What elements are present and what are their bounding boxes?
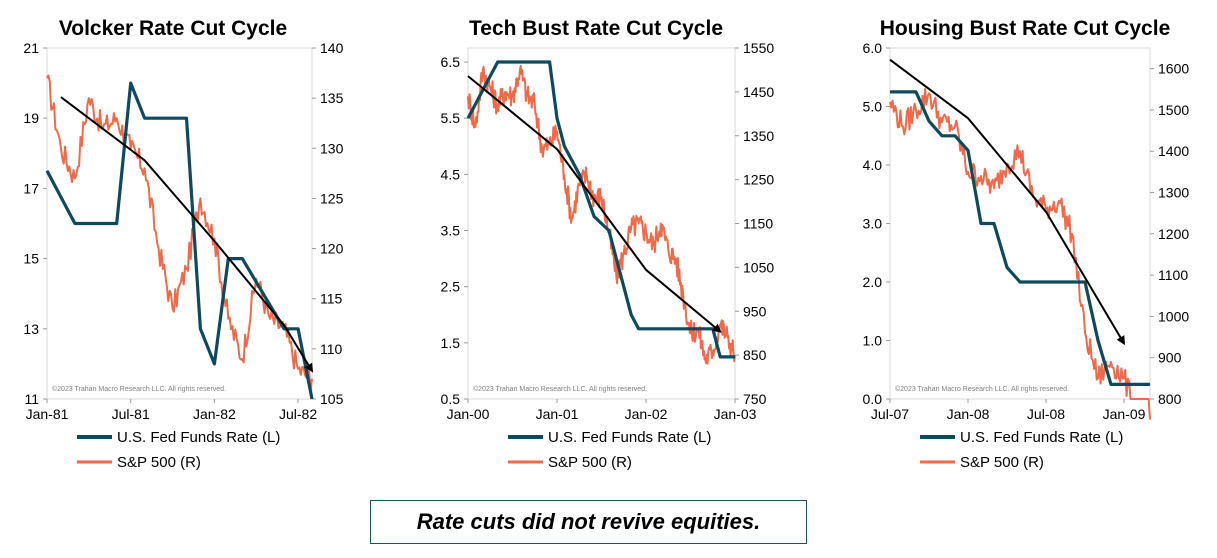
y-right-tick-label: 120	[320, 241, 344, 257]
trend-arrow	[467, 75, 722, 333]
y-left-tick-label: 6.0	[863, 40, 883, 56]
y-right-tick-label: 1150	[743, 216, 773, 232]
caption-box: Rate cuts did not revive equities.	[370, 500, 807, 544]
chart-title: Tech Bust Rate Cut Cycle	[469, 17, 723, 40]
y-right-tick-label: 1050	[743, 259, 774, 275]
y-left-tick-label: 19	[23, 110, 39, 126]
chart-title: Housing Bust Rate Cut Cycle	[880, 17, 1171, 40]
x-tick-label: Jul-81	[112, 406, 150, 422]
caption-text: Rate cuts did not revive equities.	[416, 509, 761, 534]
y-right-tick-label: 135	[320, 90, 344, 106]
y-right-tick-label: 110	[320, 341, 343, 357]
y-left-tick-label: 3.5	[441, 223, 461, 239]
legend: U.S. Fed Funds Rate (L) S&P 500 (R)	[508, 429, 711, 471]
y-left-tick-label: 13	[23, 321, 39, 337]
plot-frame	[46, 47, 313, 400]
watermark: ©2023 Trahan Macro Research LLC. All rig…	[895, 385, 1069, 393]
chart-panel-2: Tech Bust Rate Cut Cycle 0.5 1.5 2.5 3.5 4.5 5…	[441, 17, 775, 471]
sp500-line	[467, 64, 736, 365]
plot-frame	[889, 47, 1151, 400]
y-right-tick-label: 1100	[1158, 267, 1188, 283]
y-right-tick-label: 950	[743, 303, 767, 319]
watermark: ©2023 Trahan Macro Research LLC. All rig…	[52, 385, 226, 393]
legend-label-fed-funds: U.S. Fed Funds Rate (L)	[960, 429, 1123, 446]
y-left-tick-label: 5.5	[441, 110, 461, 126]
y-right-tick-label: 130	[320, 140, 344, 156]
x-tick-label: Jan-01	[536, 406, 579, 422]
y-right-tick-label: 140	[320, 40, 344, 56]
legend: U.S. Fed Funds Rate (L) S&P 500 (R)	[920, 429, 1123, 471]
y-right-tick-label: 1300	[1158, 185, 1189, 201]
y-right-tick-label: 125	[320, 190, 344, 206]
y-right-tick-label: 1450	[743, 84, 774, 100]
y-left-tick-label: 11	[24, 391, 39, 407]
y-right-tick-label: 105	[320, 391, 344, 407]
fed-funds-line	[890, 90, 1150, 386]
y-right-tick-label: 1600	[1158, 61, 1189, 77]
y-left-tick-label: 17	[23, 180, 39, 196]
y-left-tick-label: 2.0	[863, 274, 883, 290]
y-left-tick-label: 15	[23, 251, 39, 267]
y-left-tick-label: 3.0	[863, 216, 883, 232]
x-tick-label: Jan-81	[26, 406, 69, 422]
legend-label-sp500: S&P 500 (R)	[960, 454, 1044, 471]
sp500-line	[889, 88, 1151, 420]
fed-funds-line	[466, 60, 735, 359]
y-right-tick-label: 750	[743, 391, 767, 407]
y-left-tick-label: 0.5	[441, 391, 461, 407]
y-left-tick-label: 0.0	[863, 391, 883, 407]
fed-funds-line	[45, 81, 314, 400]
x-tick-label: Jan-02	[625, 406, 668, 422]
chart-panel-3: Housing Bust Rate Cut Cycle 0.0 1.0 2.0 3.0 4…	[863, 17, 1190, 471]
y-right-tick-label: 1350	[743, 128, 774, 144]
y-left-tick-label: 1.5	[441, 335, 461, 351]
watermark: ©2023 Trahan Macro Research LLC. All rig…	[473, 385, 647, 393]
y-right-tick-label: 800	[1158, 391, 1182, 407]
y-left-tick-label: 6.5	[441, 54, 461, 70]
x-tick-label: Jan-82	[193, 406, 236, 422]
trend-arrow	[889, 58, 1126, 346]
y-right-tick-label: 1500	[1158, 102, 1189, 118]
y-left-tick-label: 4.0	[863, 157, 883, 173]
y-left-tick-label: 5.0	[863, 99, 883, 115]
y-right-tick-label: 850	[743, 347, 767, 363]
y-left-tick-label: 4.5	[441, 166, 461, 182]
chart-title: Volcker Rate Cut Cycle	[59, 17, 287, 40]
chart-panel-1: Volcker Rate Cut Cycle 11 13 15 17 19 21 105 110…	[23, 17, 343, 471]
y-right-tick-label: 1250	[743, 172, 774, 188]
legend-label-sp500: S&P 500 (R)	[548, 454, 632, 471]
y-left-tick-label: 21	[23, 40, 39, 56]
y-right-tick-label: 115	[320, 291, 343, 307]
y-left-tick-label: 1.0	[863, 333, 883, 349]
legend-label-fed-funds: U.S. Fed Funds Rate (L)	[548, 429, 711, 446]
x-tick-label: Jul-82	[279, 406, 317, 422]
sp500-line	[46, 74, 313, 392]
legend: U.S. Fed Funds Rate (L) S&P 500 (R)	[77, 429, 280, 471]
y-right-tick-label: 900	[1158, 350, 1182, 366]
x-tick-label: Jan-08	[947, 406, 990, 422]
x-tick-label: Jan-03	[714, 406, 757, 422]
y-right-tick-label: 1200	[1158, 226, 1189, 242]
y-right-tick-label: 1000	[1158, 308, 1189, 324]
legend-label-fed-funds: U.S. Fed Funds Rate (L)	[117, 429, 280, 446]
y-right-tick-label: 1400	[1158, 143, 1189, 159]
x-tick-label: Jan-00	[447, 406, 490, 422]
legend-label-sp500: S&P 500 (R)	[117, 454, 201, 471]
trend-arrow	[60, 96, 314, 373]
x-tick-label: Jul-08	[1027, 406, 1065, 422]
y-right-tick-label: 1550	[743, 40, 774, 56]
x-tick-label: Jul-07	[871, 406, 909, 422]
y-left-tick-label: 2.5	[441, 279, 461, 295]
x-tick-label: Jan-09	[1103, 406, 1146, 422]
